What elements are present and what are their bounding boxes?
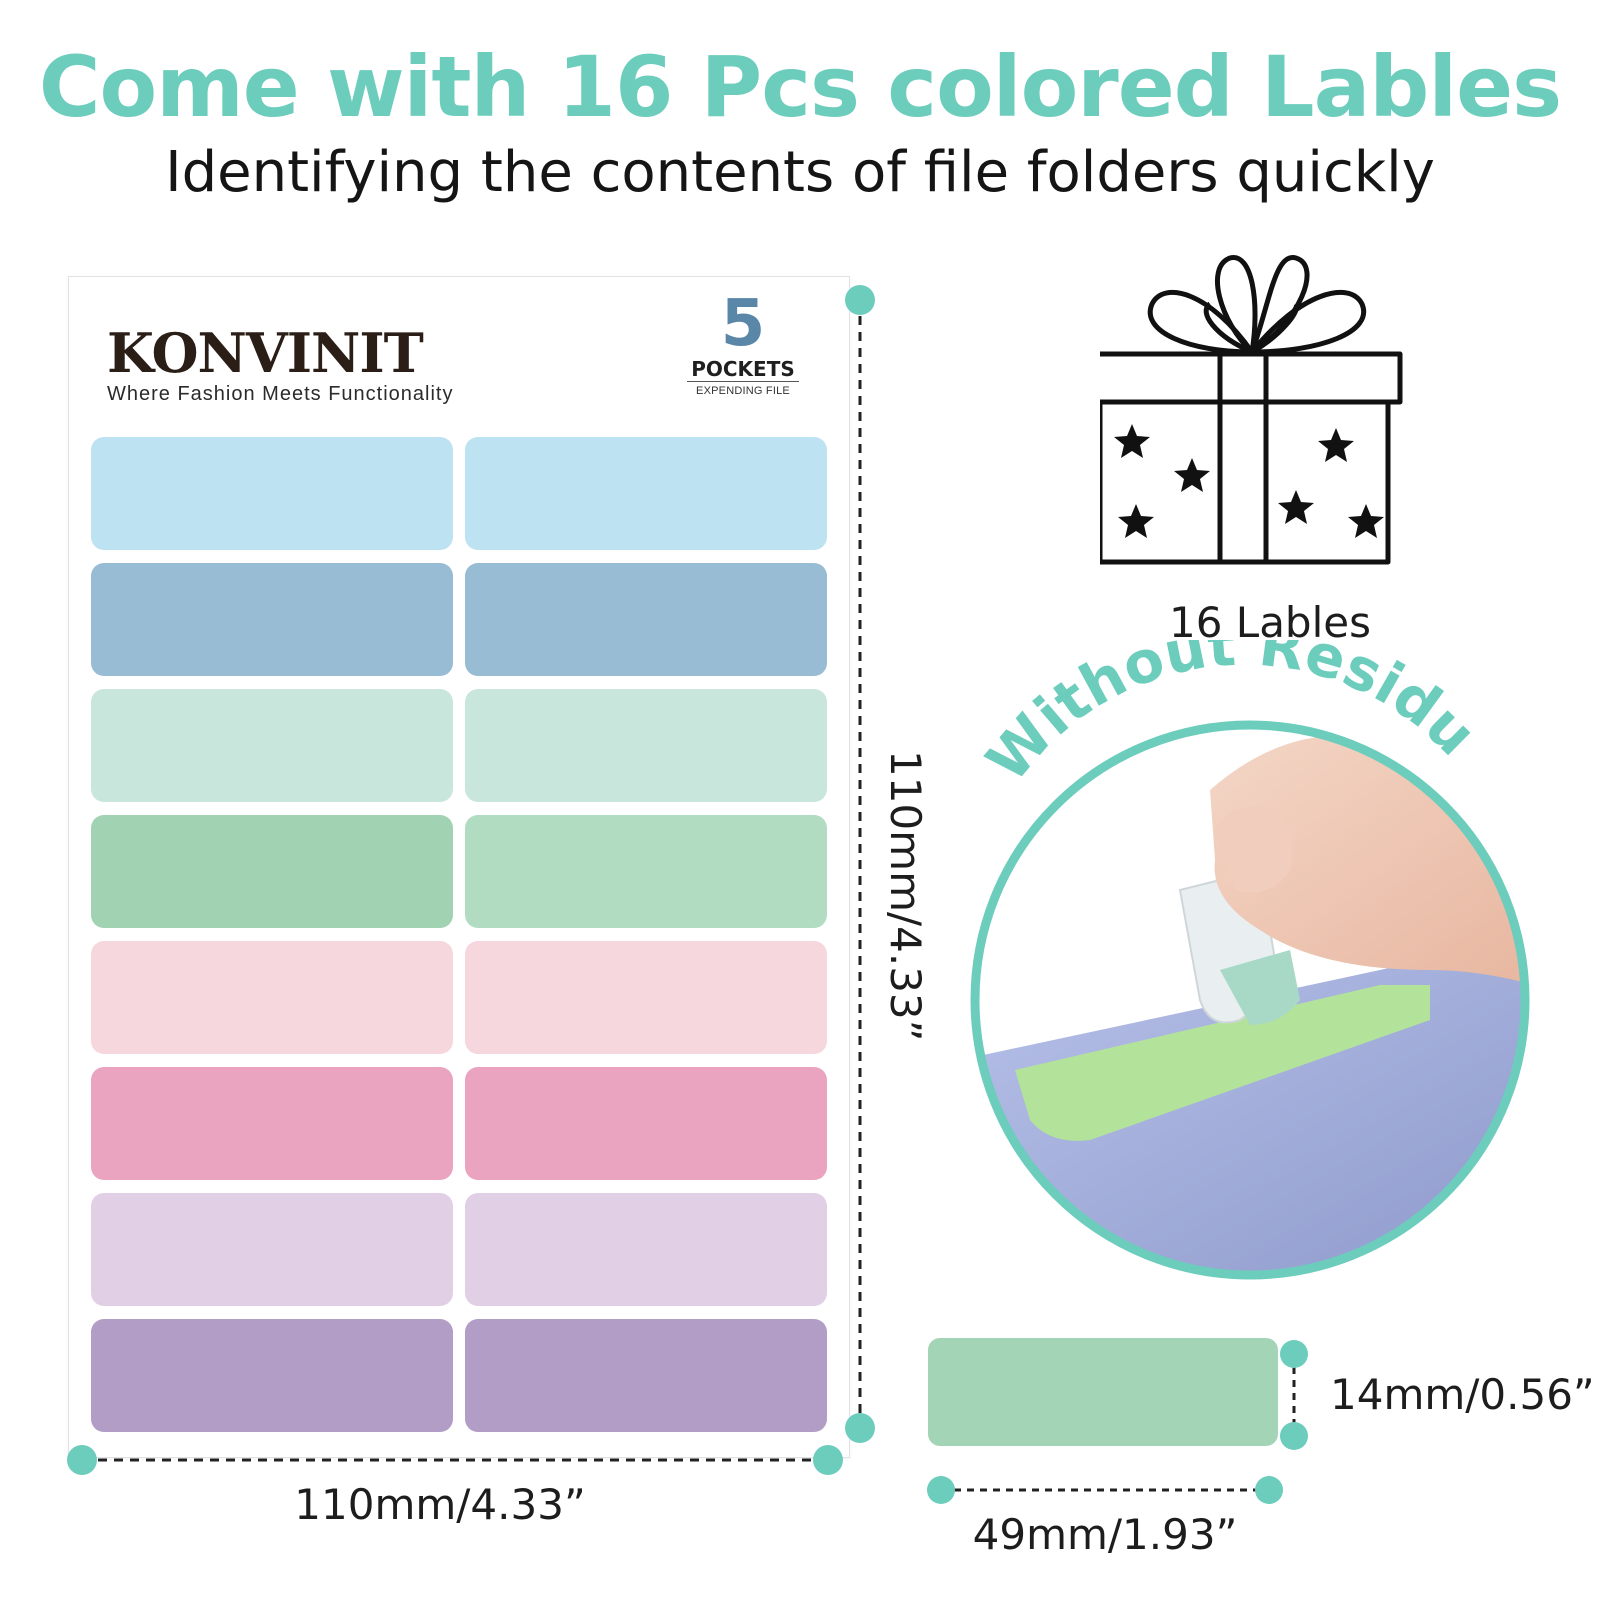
star-icon xyxy=(1174,458,1210,492)
color-label xyxy=(465,1319,827,1432)
color-label xyxy=(465,689,827,802)
label-sheet: KONVINIT Where Fashion Meets Functionali… xyxy=(68,276,850,1458)
peeled-label-front xyxy=(1220,950,1300,1025)
brand-tagline: Where Fashion Meets Functionality xyxy=(107,383,454,405)
color-label xyxy=(91,1067,453,1180)
label-width-text: 49mm/1.93” xyxy=(972,1510,1238,1559)
color-label xyxy=(91,1193,453,1306)
color-label xyxy=(91,941,453,1054)
pocket-number: 5 xyxy=(720,287,766,361)
single-label-sample xyxy=(928,1338,1278,1446)
gift-caption: 16 Lables xyxy=(1169,598,1371,647)
dimension-dot xyxy=(927,1476,955,1504)
color-label xyxy=(465,815,827,928)
sheet-height-dimension xyxy=(845,285,875,1443)
label-width-dimension xyxy=(927,1476,1283,1504)
star-icon xyxy=(1118,504,1154,538)
dimension-dot xyxy=(813,1445,843,1475)
label-height-text: 14mm/0.56” xyxy=(1330,1370,1595,1419)
star-icon xyxy=(1114,424,1150,458)
dimension-dot xyxy=(845,1413,875,1443)
sheet-height-text: 110mm/4.33” xyxy=(881,750,930,1042)
residue-illustration: Without Residue xyxy=(960,640,1530,1280)
headline: Come with 16 Pcs colored Lables xyxy=(38,38,1562,136)
color-label xyxy=(91,437,453,550)
label-height-dimension xyxy=(1280,1340,1308,1450)
gift-box-icon xyxy=(1100,255,1403,565)
color-label xyxy=(91,815,453,928)
color-label xyxy=(465,941,827,1054)
dimension-dot xyxy=(1280,1422,1308,1450)
color-label xyxy=(465,1067,827,1180)
dimension-dot xyxy=(1255,1476,1283,1504)
dimension-dot xyxy=(67,1445,97,1475)
star-icon xyxy=(1348,504,1384,538)
star-icon xyxy=(1318,428,1354,462)
color-label xyxy=(465,1193,827,1306)
sheet-width-dimension xyxy=(67,1445,843,1475)
dimension-dot xyxy=(845,285,875,315)
color-label xyxy=(91,1319,453,1432)
star-icon xyxy=(1278,490,1314,524)
color-label xyxy=(465,563,827,676)
dimension-dot xyxy=(1280,1340,1308,1368)
pockets-badge: 5 POCKETS EXPENDING FILE xyxy=(687,291,799,397)
color-label xyxy=(91,689,453,802)
green-tab-label xyxy=(1015,985,1430,1141)
thumb-shape xyxy=(1215,806,1293,893)
color-label xyxy=(465,437,827,550)
sheet-width-text: 110mm/4.33” xyxy=(294,1480,586,1529)
brand-logo: KONVINIT xyxy=(107,321,424,385)
subheadline: Identifying the contents of file folders… xyxy=(165,140,1435,205)
pocket-subtitle: EXPENDING FILE xyxy=(696,385,790,397)
pocket-word: POCKETS xyxy=(687,357,799,382)
color-label xyxy=(91,563,453,676)
